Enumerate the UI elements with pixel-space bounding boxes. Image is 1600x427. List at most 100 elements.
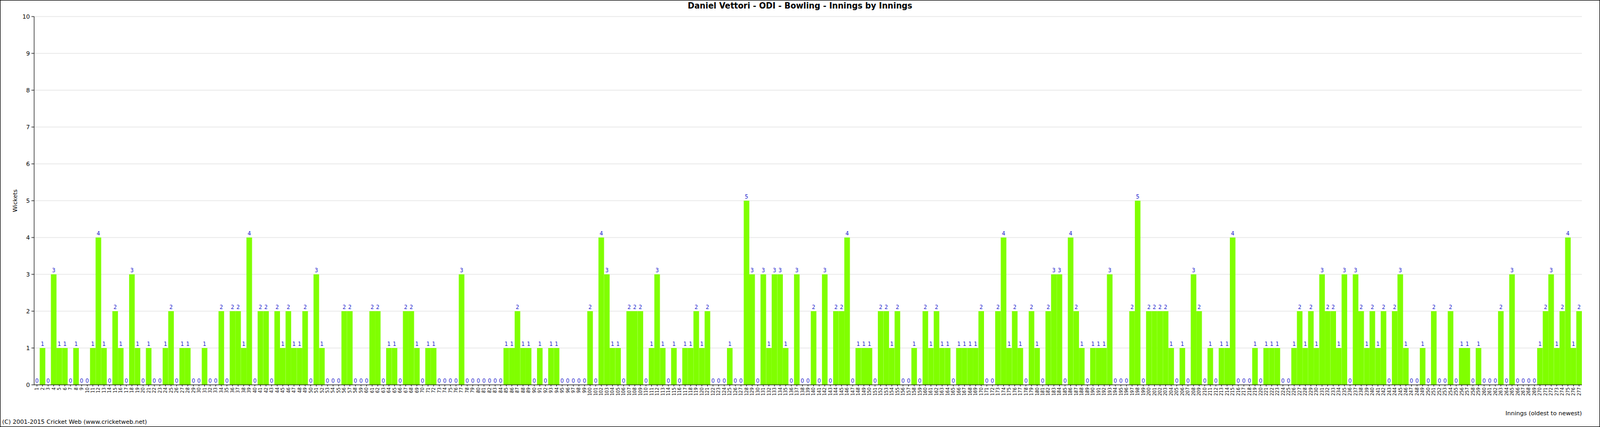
bar	[688, 347, 694, 385]
data-label: 0	[68, 377, 72, 384]
x-tick-label: 164	[945, 387, 951, 396]
bar	[280, 347, 286, 385]
x-tick-label: 112	[654, 387, 660, 396]
x-tick-label: 107	[627, 387, 632, 396]
data-label: 1	[91, 340, 95, 347]
x-tick-label: 277	[1577, 387, 1582, 396]
data-label: 0	[733, 377, 738, 384]
data-label: 1	[962, 340, 966, 347]
bar	[838, 310, 845, 385]
data-label: 1	[62, 340, 67, 347]
x-tick	[1025, 384, 1027, 387]
x-tick-label: 60	[364, 387, 370, 393]
data-label: 0	[208, 377, 212, 384]
x-tick-label: 256	[1459, 387, 1465, 396]
grid-line	[34, 237, 1582, 238]
x-tick-label: 155	[895, 387, 901, 396]
x-tick	[829, 384, 831, 387]
bar	[1330, 310, 1336, 385]
bar	[39, 347, 45, 385]
x-tick	[1461, 384, 1462, 387]
grid-line	[34, 274, 1582, 275]
x-tick-label: 83	[492, 387, 498, 393]
data-label: 2	[1130, 304, 1134, 310]
bar	[1464, 347, 1470, 385]
data-label: 2	[236, 304, 240, 310]
x-tick	[763, 384, 764, 387]
data-label: 0	[1526, 377, 1531, 384]
x-tick-label: 217	[1241, 387, 1247, 396]
data-label: 0	[951, 377, 955, 384]
x-tick	[1500, 384, 1502, 387]
data-label: 2	[275, 304, 279, 310]
data-label: 3	[1549, 267, 1553, 274]
x-tick	[1243, 384, 1245, 387]
data-label: 0	[493, 377, 497, 384]
data-label: 5	[745, 193, 749, 200]
bar	[235, 310, 241, 385]
x-tick-label: 119	[693, 387, 699, 396]
x-tick	[572, 384, 574, 387]
x-tick	[818, 384, 820, 387]
data-label: 1	[1208, 340, 1212, 347]
bar	[1363, 347, 1370, 385]
x-tick-label: 183	[1051, 387, 1057, 396]
x-tick-label: 191	[1096, 387, 1102, 396]
data-label: 2	[1147, 304, 1151, 310]
x-tick	[539, 384, 541, 387]
data-label: 2	[1381, 304, 1386, 310]
x-tick	[1014, 384, 1015, 387]
x-tick-label: 255	[1453, 387, 1459, 396]
bar	[1196, 310, 1202, 385]
bar	[313, 274, 319, 385]
x-tick-label: 142	[822, 387, 828, 396]
x-tick-label: 57	[347, 387, 353, 393]
bar	[1308, 310, 1314, 385]
x-tick-label: 49	[302, 387, 308, 393]
x-tick	[1567, 384, 1568, 387]
data-label: 2	[979, 304, 983, 310]
x-tick	[142, 384, 144, 387]
bar	[889, 347, 895, 385]
x-tick	[165, 384, 166, 387]
x-tick	[1506, 384, 1507, 387]
data-label: 0	[906, 377, 910, 384]
x-tick	[1142, 384, 1144, 387]
bar	[682, 347, 688, 385]
data-label: 0	[476, 377, 480, 384]
data-label: 1	[890, 340, 894, 347]
bar	[1146, 310, 1152, 385]
data-label: 1	[393, 340, 397, 347]
x-tick-label: 263	[1498, 387, 1504, 396]
data-label: 0	[482, 377, 486, 384]
x-tick-label: 187	[1074, 387, 1079, 396]
x-tick-label: 206	[1180, 387, 1186, 396]
x-tick-label: 96	[565, 387, 571, 393]
x-tick	[1545, 384, 1546, 387]
x-tick-label: 232	[1325, 387, 1331, 396]
data-label: 0	[1281, 377, 1285, 384]
x-tick	[444, 384, 446, 387]
x-tick-label: 20	[140, 387, 146, 393]
x-tick-label: 24	[163, 387, 168, 393]
data-label: 1	[521, 340, 525, 347]
data-label: 1	[1314, 340, 1318, 347]
x-tick-label: 124	[722, 387, 727, 396]
bar	[318, 347, 325, 385]
x-tick	[1550, 384, 1552, 387]
x-tick	[1059, 384, 1060, 387]
x-tick-label: 252	[1437, 387, 1443, 396]
x-tick-label: 209	[1196, 387, 1202, 396]
x-tick-label: 3	[45, 387, 51, 390]
bar	[670, 347, 677, 385]
data-label: 0	[1113, 377, 1117, 384]
x-tick	[1377, 384, 1379, 387]
x-tick-label: 11	[90, 387, 96, 393]
data-label: 1	[616, 340, 620, 347]
x-tick-label: 17	[124, 387, 130, 393]
x-tick	[466, 384, 468, 387]
data-label: 1	[281, 340, 285, 347]
data-label: 2	[1012, 304, 1016, 310]
data-label: 0	[1024, 377, 1028, 384]
x-tick	[930, 384, 932, 387]
